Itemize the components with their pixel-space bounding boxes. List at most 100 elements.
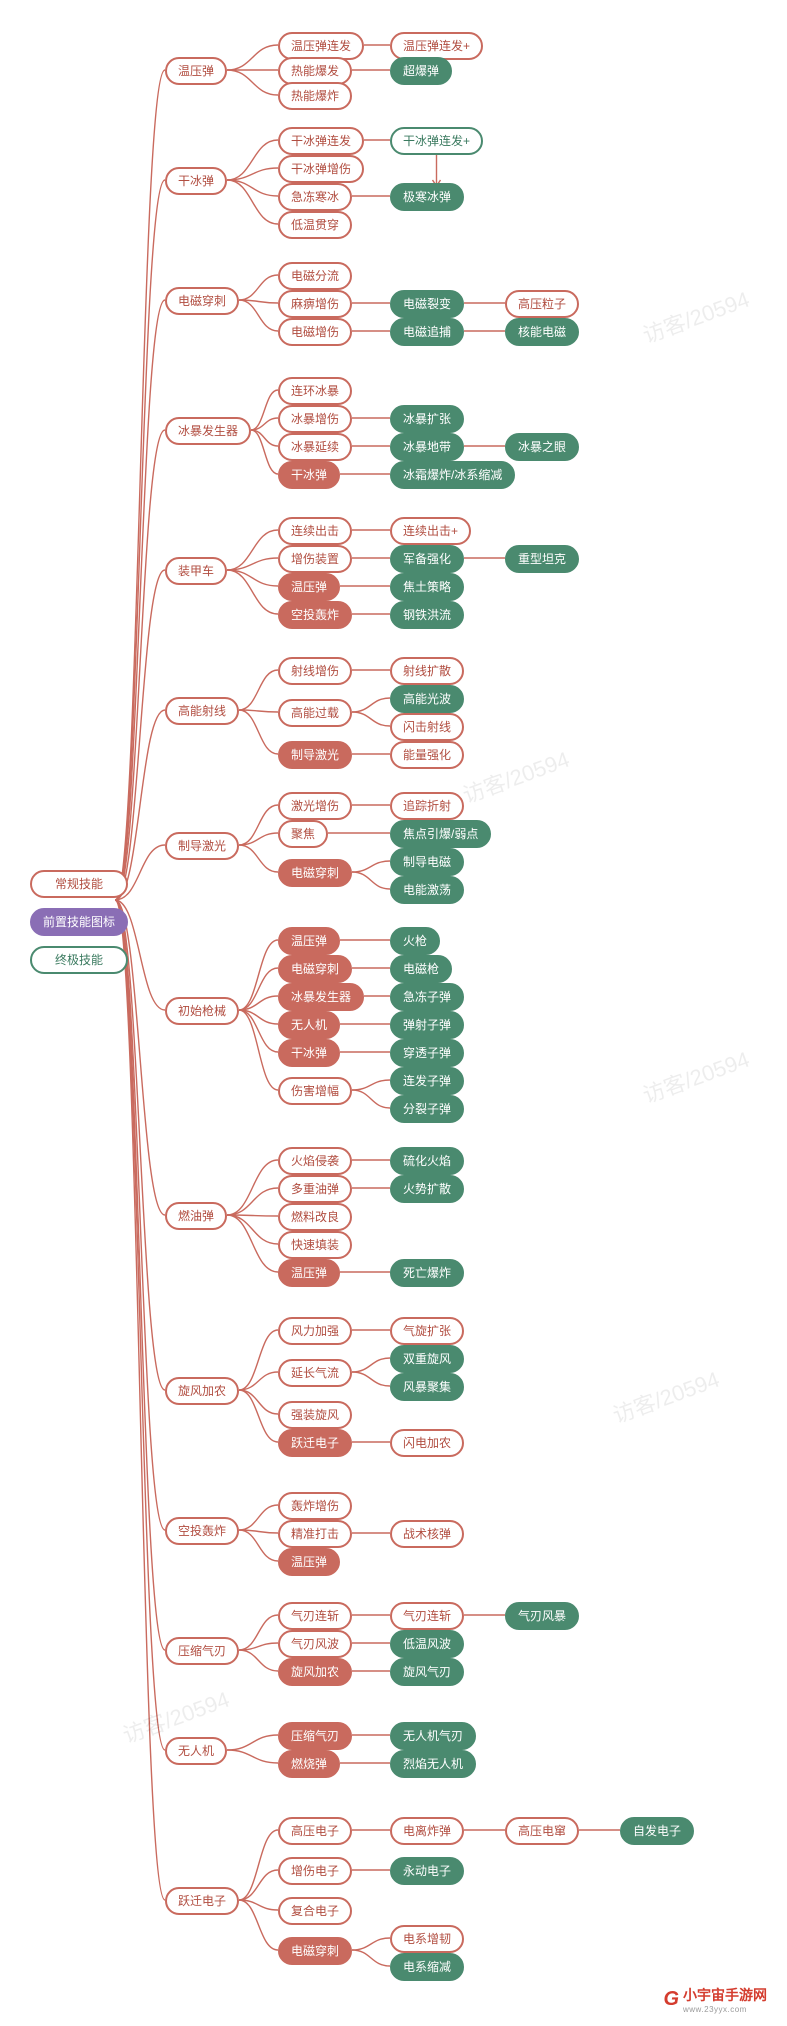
skill-node: 冰暴发生器 [165,417,251,445]
skill-node: 冰暴地带 [390,433,464,461]
skill-node: 重型坦克 [505,545,579,573]
skill-node: 冰霜爆炸/冰系缩减 [390,461,515,489]
skill-node: 弹射子弹 [390,1011,464,1039]
skill-node: 气刃连斩 [390,1602,464,1630]
skill-node: 伤害增幅 [278,1077,352,1105]
skill-node: 轰炸增伤 [278,1492,352,1520]
skill-node: 电磁穿刺 [165,287,239,315]
skill-node: 烈焰无人机 [390,1750,476,1778]
skill-node: 双重旋风 [390,1345,464,1373]
skill-node: 电系增韧 [390,1925,464,1953]
skill-node: 连环冰暴 [278,377,352,405]
watermark: 访客/20594 [608,1362,724,1430]
skill-node: 电磁枪 [390,955,452,983]
skill-node: 高压粒子 [505,290,579,318]
skill-node: 电磁穿刺 [278,955,352,983]
legend-item-prerequisite: 前置技能图标 [30,908,128,936]
skill-node: 高能光波 [390,685,464,713]
skill-node: 激光增伤 [278,792,352,820]
skill-node: 永动电子 [390,1857,464,1885]
legend-item-ultimate: 终极技能 [30,946,128,974]
skill-node: 空投轰炸 [165,1517,239,1545]
skill-node: 增伤装置 [278,545,352,573]
skill-node: 温压弹 [278,1548,340,1576]
skill-node: 电磁穿刺 [278,1937,352,1965]
skill-node: 能量强化 [390,741,464,769]
skill-node: 无人机 [165,1737,227,1765]
skill-node: 电磁追捕 [390,318,464,346]
skill-node: 电系缩减 [390,1953,464,1981]
skill-node: 干冰弹连发 [278,127,364,155]
skill-node: 高能射线 [165,697,239,725]
skill-node: 气刃风暴 [505,1602,579,1630]
skill-node: 电磁增伤 [278,318,352,346]
skill-node: 死亡爆炸 [390,1259,464,1287]
skill-node: 追踪折射 [390,792,464,820]
skill-node: 连发子弹 [390,1067,464,1095]
skill-node: 无人机 [278,1011,340,1039]
skill-node: 电磁裂变 [390,290,464,318]
skill-node: 旋风加农 [165,1377,239,1405]
skill-node: 气刃连斩 [278,1602,352,1630]
footer-name: 小宇宙手游网 [683,1987,767,2003]
skill-node: 自发电子 [620,1817,694,1845]
skill-node: 射线扩散 [390,657,464,685]
skill-node: 温压弹 [278,927,340,955]
skill-node: 干冰弹 [278,1039,340,1067]
legend: 常规技能 前置技能图标 终极技能 [30,870,128,984]
footer-sub: www.23yyx.com [683,2005,767,2014]
skill-node: 穿透子弹 [390,1039,464,1067]
skill-node: 冰暴扩张 [390,405,464,433]
skill-node: 燃烧弹 [278,1750,340,1778]
skill-node: 聚焦 [278,820,328,848]
skill-node: 高能过载 [278,699,352,727]
skill-node: 电能激荡 [390,876,464,904]
skill-node: 温压弹连发 [278,32,364,60]
skill-node: 超爆弹 [390,57,452,85]
skill-node: 电磁分流 [278,262,352,290]
skill-node: 复合电子 [278,1897,352,1925]
skill-node: 硫化火焰 [390,1147,464,1175]
skill-node: 空投轰炸 [278,601,352,629]
legend-item-regular: 常规技能 [30,870,128,898]
skill-node: 电离炸弹 [390,1817,464,1845]
skill-node: 压缩气刃 [278,1722,352,1750]
skill-node: 军备强化 [390,545,464,573]
skill-node: 跃迁电子 [165,1887,239,1915]
skill-node: 延长气流 [278,1359,352,1387]
skill-node: 连续出击+ [390,517,471,545]
skill-node: 干冰弹增伤 [278,155,364,183]
skill-node: 燃油弹 [165,1202,227,1230]
skill-node: 增伤电子 [278,1857,352,1885]
skill-node: 干冰弹连发+ [390,127,483,155]
skill-node: 火焰侵袭 [278,1147,352,1175]
skill-node: 连续出击 [278,517,352,545]
skill-node: 跃迁电子 [278,1429,352,1457]
skill-node: 冰暴增伤 [278,405,352,433]
watermark: 访客/20594 [638,282,754,350]
skill-node: 冰暴发生器 [278,983,364,1011]
watermark: 访客/20594 [638,1042,754,1110]
skill-node: 高压电窜 [505,1817,579,1845]
logo-glyph-icon: G [663,1988,679,2011]
skill-node: 热能爆发 [278,57,352,85]
skill-node: 初始枪械 [165,997,239,1025]
skill-node: 战术核弹 [390,1520,464,1548]
skill-node: 制导激光 [278,741,352,769]
skill-node: 低温风波 [390,1630,464,1658]
skill-node: 急冻子弹 [390,983,464,1011]
skill-node: 射线增伤 [278,657,352,685]
skill-node: 冰暴延续 [278,433,352,461]
skill-node: 旋风气刃 [390,1658,464,1686]
skill-node: 热能爆炸 [278,82,352,110]
skill-node: 麻痹增伤 [278,290,352,318]
skill-node: 分裂子弹 [390,1095,464,1123]
footer-logo: G 小宇宙手游网 www.23yyx.com [663,1985,767,2014]
skill-node: 燃料改良 [278,1203,352,1231]
skill-node: 强装旋风 [278,1401,352,1429]
skill-node: 气旋扩张 [390,1317,464,1345]
skill-node: 多重油弹 [278,1175,352,1203]
skill-node: 制导激光 [165,832,239,860]
skill-node: 压缩气刃 [165,1637,239,1665]
skill-node: 冰暴之眼 [505,433,579,461]
